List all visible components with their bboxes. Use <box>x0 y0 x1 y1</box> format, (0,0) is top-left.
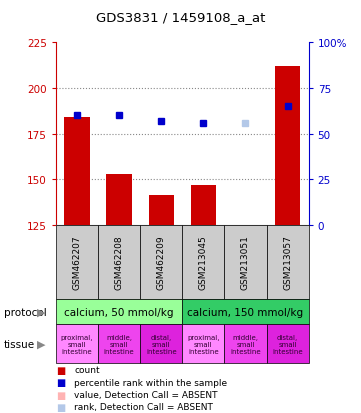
Text: ▶: ▶ <box>37 339 46 349</box>
Text: ■: ■ <box>56 402 65 412</box>
Text: GSM213051: GSM213051 <box>241 235 250 290</box>
Text: count: count <box>74 365 100 374</box>
Text: ■: ■ <box>56 365 65 375</box>
Text: calcium, 50 mmol/kg: calcium, 50 mmol/kg <box>64 307 174 317</box>
Text: ▶: ▶ <box>37 307 46 317</box>
Text: middle,
small
intestine: middle, small intestine <box>104 334 134 354</box>
Bar <box>149 196 174 225</box>
Text: distal,
small
intestine: distal, small intestine <box>146 334 177 354</box>
Text: GSM213045: GSM213045 <box>199 235 208 290</box>
Text: rank, Detection Call = ABSENT: rank, Detection Call = ABSENT <box>74 403 213 411</box>
Text: protocol: protocol <box>4 307 46 317</box>
Text: ■: ■ <box>56 389 65 399</box>
Text: distal,
small
intestine: distal, small intestine <box>272 334 303 354</box>
Bar <box>106 174 132 225</box>
Text: GDS3831 / 1459108_a_at: GDS3831 / 1459108_a_at <box>96 11 265 24</box>
Bar <box>191 185 216 225</box>
Text: tissue: tissue <box>4 339 35 349</box>
Text: GSM462208: GSM462208 <box>115 235 123 290</box>
Bar <box>275 67 300 225</box>
Text: percentile rank within the sample: percentile rank within the sample <box>74 377 227 387</box>
Text: GSM213057: GSM213057 <box>283 235 292 290</box>
Text: proximal,
small
intestine: proximal, small intestine <box>187 334 219 354</box>
Text: calcium, 150 mmol/kg: calcium, 150 mmol/kg <box>187 307 304 317</box>
Text: value, Detection Call = ABSENT: value, Detection Call = ABSENT <box>74 390 218 399</box>
Bar <box>64 118 90 225</box>
Text: GSM462207: GSM462207 <box>73 235 82 290</box>
Text: ■: ■ <box>56 377 65 387</box>
Text: middle,
small
intestine: middle, small intestine <box>230 334 261 354</box>
Text: GSM462209: GSM462209 <box>157 235 166 290</box>
Text: proximal,
small
intestine: proximal, small intestine <box>61 334 93 354</box>
